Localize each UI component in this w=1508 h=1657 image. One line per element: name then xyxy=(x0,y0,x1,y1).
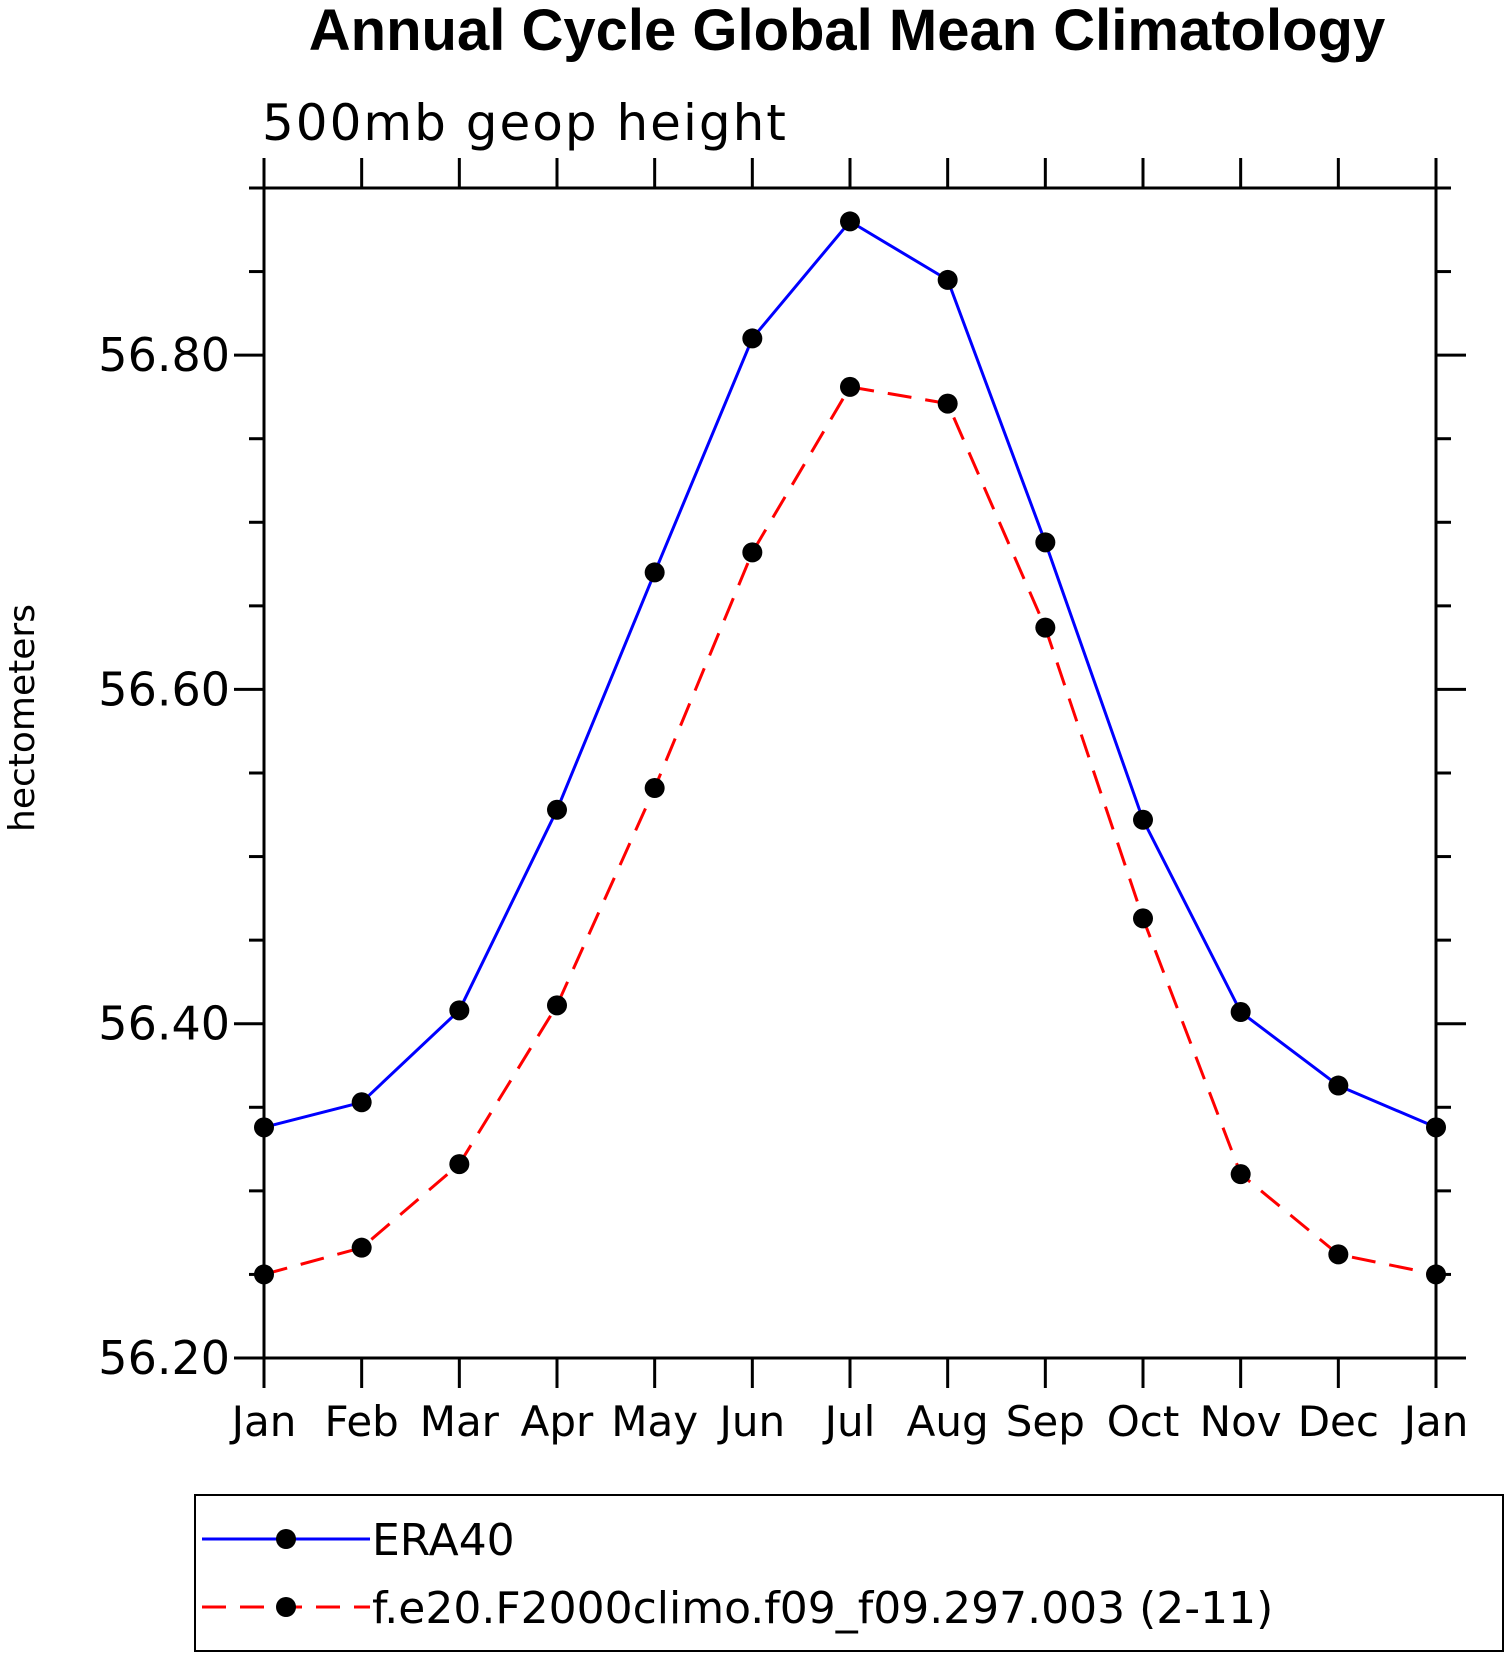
legend-label-era40: ERA40 xyxy=(372,1515,515,1566)
chart-title: Annual Cycle Global Mean Climatology xyxy=(309,0,1385,63)
data-point xyxy=(449,1000,470,1021)
legend-box xyxy=(194,1494,1504,1652)
data-point xyxy=(254,1117,274,1138)
y-tick-label: 56.20 xyxy=(98,1331,230,1385)
series-line-1 xyxy=(263,385,1437,1276)
data-point xyxy=(644,562,665,583)
data-point xyxy=(449,1154,470,1175)
data-point xyxy=(1328,1075,1349,1096)
x-tick-label: Dec xyxy=(1298,1397,1379,1446)
data-point xyxy=(644,778,665,799)
data-point xyxy=(1133,809,1153,830)
data-point xyxy=(351,1237,372,1258)
legend-label-model: f.e20.F2000climo.f09_f09.297.003 (2-11) xyxy=(372,1583,1273,1634)
series-line-0 xyxy=(263,219,1437,1129)
data-point xyxy=(547,799,567,820)
data-point xyxy=(254,1264,274,1285)
x-tick-label: Jan xyxy=(1401,1397,1469,1446)
y-tick-label: 56.40 xyxy=(98,997,230,1051)
data-point xyxy=(1426,1117,1446,1138)
legend-marker-model xyxy=(276,1597,296,1617)
legend: ERA40 f.e20.F2000climo.f09_f09.297.003 (… xyxy=(194,1494,1504,1652)
data-point xyxy=(1035,617,1056,638)
data-point xyxy=(1230,1002,1251,1023)
x-tick-labels: Jan Feb Mar Apr May Jun Jul Aug Sep Oct Nov Dec Jan xyxy=(229,1397,1469,1446)
x-tick-label: Aug xyxy=(907,1397,989,1446)
x-tick-label: Jul xyxy=(822,1397,876,1446)
data-point xyxy=(1328,1244,1349,1265)
x-tick-label: Feb xyxy=(324,1397,398,1446)
x-tick-label: Nov xyxy=(1200,1397,1282,1446)
x-tick-label: Sep xyxy=(1006,1397,1085,1446)
x-tick-label: Mar xyxy=(420,1397,500,1446)
legend-marker-era40 xyxy=(276,1529,296,1549)
data-point xyxy=(937,393,958,414)
data-point xyxy=(1426,1264,1446,1285)
data-point xyxy=(840,211,860,232)
x-tick-label: Apr xyxy=(521,1397,594,1446)
x-tick-label: Jan xyxy=(229,1397,297,1446)
y-axis-label: hectometers xyxy=(2,604,43,832)
data-point xyxy=(742,328,763,349)
chart-subtitle: 500mb geop height xyxy=(262,94,788,152)
series-markers xyxy=(254,211,1446,1285)
axis-ticks xyxy=(234,158,1466,1388)
data-point xyxy=(840,376,860,397)
data-point xyxy=(937,269,958,290)
data-point xyxy=(1230,1164,1251,1185)
data-point xyxy=(742,542,763,563)
data-point xyxy=(1133,908,1153,929)
y-tick-labels: 56.20 56.40 56.60 56.80 xyxy=(98,328,230,1385)
x-tick-label: Oct xyxy=(1107,1397,1180,1446)
y-tick-label: 56.60 xyxy=(98,662,230,716)
x-tick-label: May xyxy=(611,1397,698,1446)
data-point xyxy=(547,995,567,1016)
y-tick-label: 56.80 xyxy=(98,328,230,382)
x-tick-label: Jun xyxy=(717,1397,786,1446)
data-point xyxy=(351,1092,372,1113)
data-point xyxy=(1035,532,1056,553)
